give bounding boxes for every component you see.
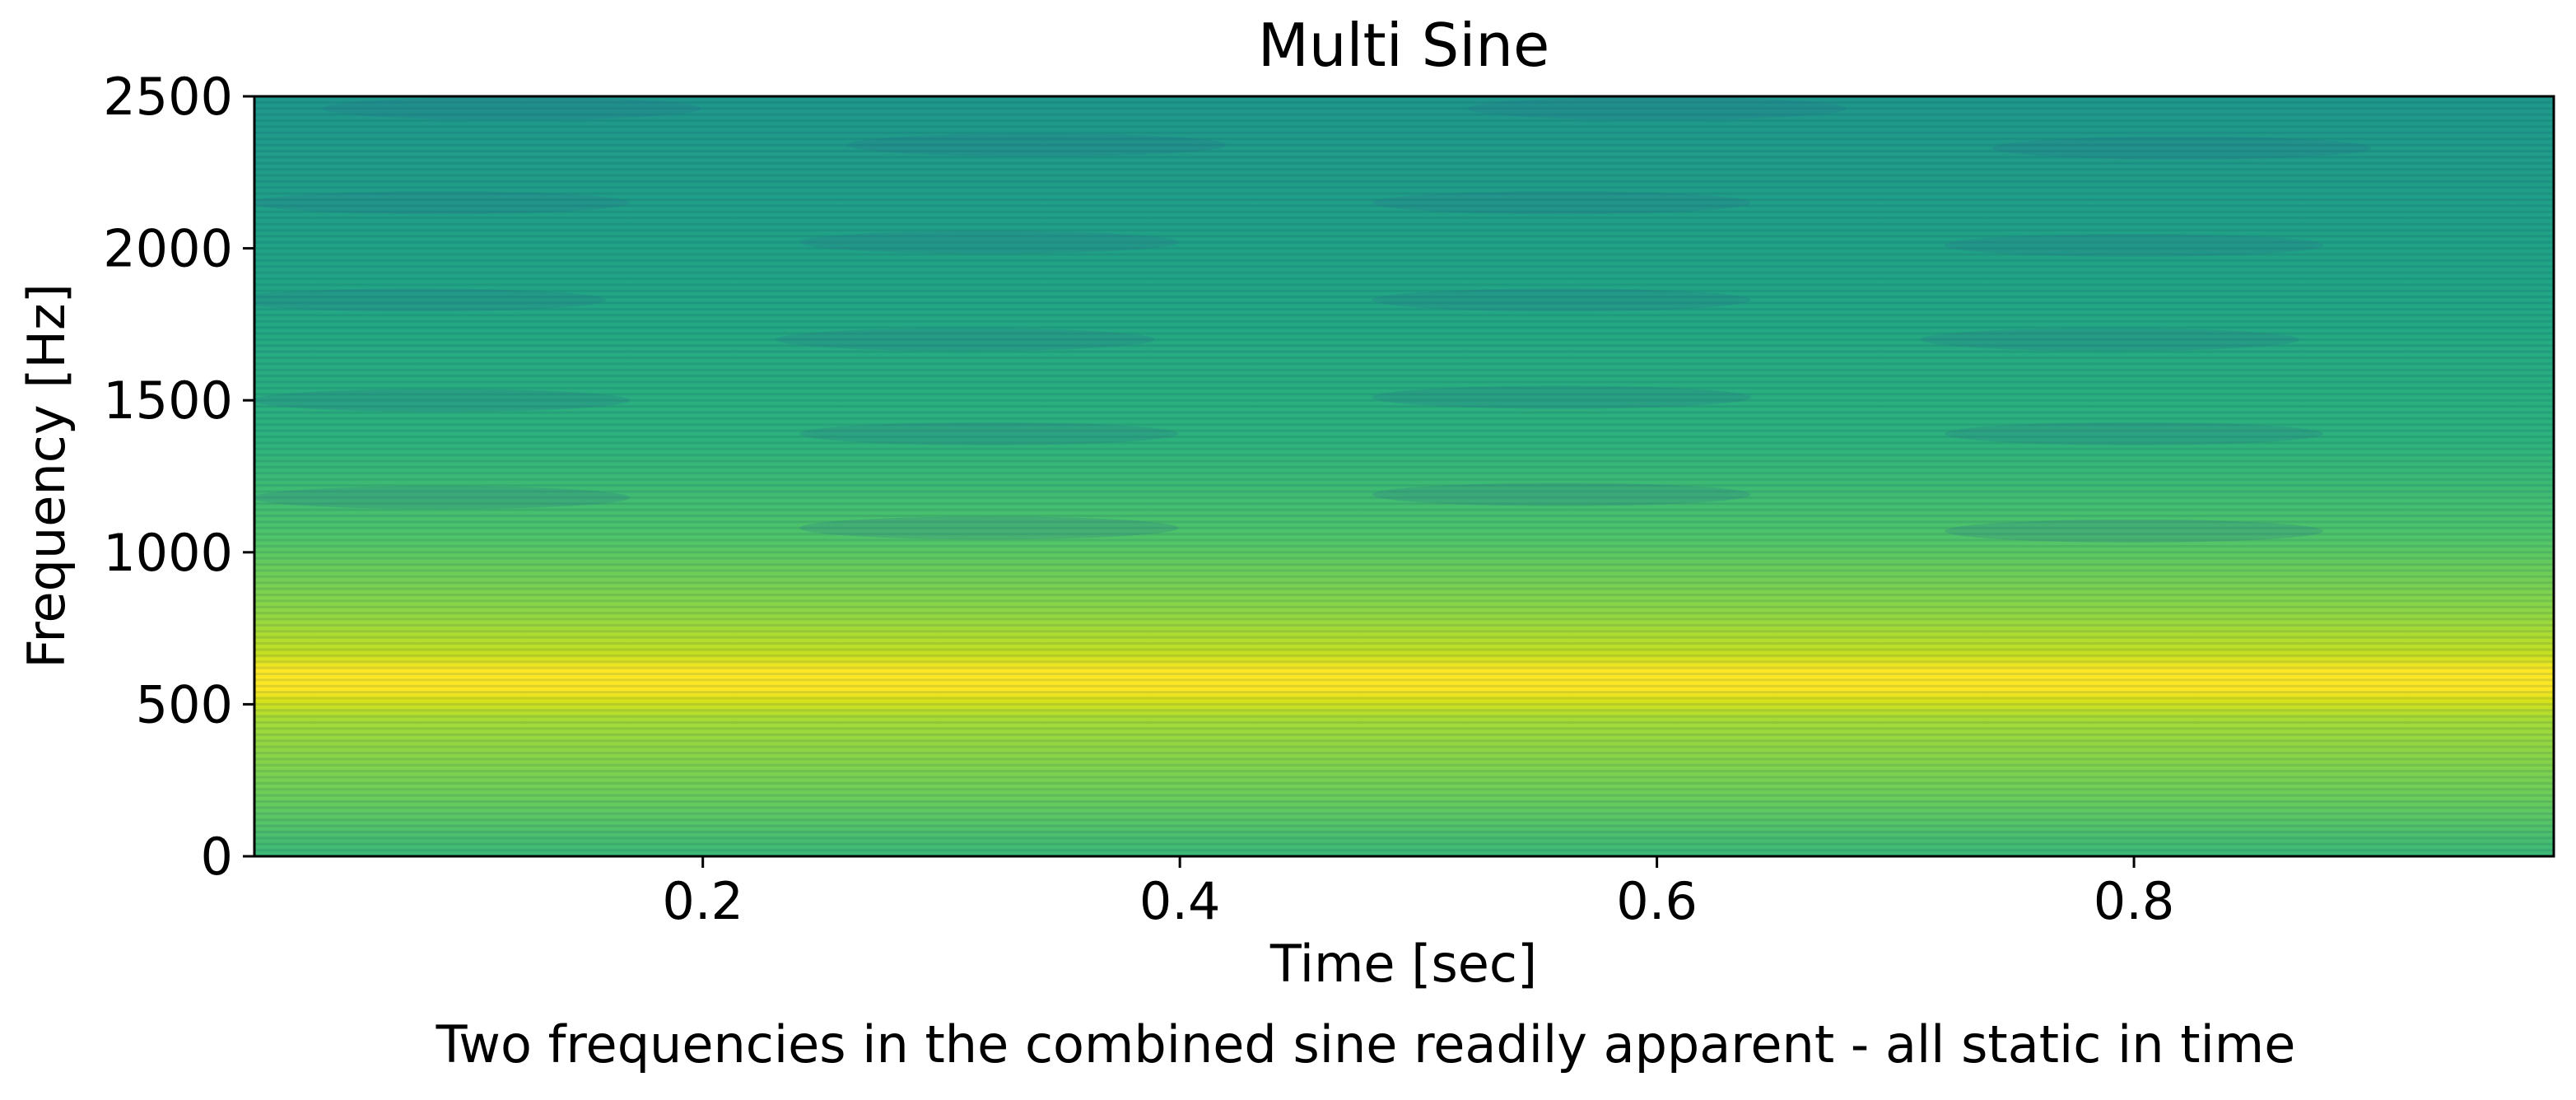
spectral-blotch (776, 328, 1155, 352)
frequency-bin-stripes (254, 96, 2554, 856)
spectral-blotch (799, 422, 1179, 445)
spectral-blotch (254, 389, 630, 412)
spectral-blotch (1945, 422, 2324, 445)
spectral-blotch (1467, 96, 1847, 120)
chart-caption: Two frequencies in the combined sine rea… (436, 1014, 2296, 1074)
spectral-blotch (1992, 136, 2372, 160)
y-tick-label: 500 (136, 674, 233, 734)
y-tick-label: 1000 (103, 523, 233, 583)
spectral-blotch (1945, 233, 2324, 257)
spectral-blotch (799, 516, 1179, 540)
spectral-blotch (847, 133, 1227, 157)
spectral-blotch (1372, 482, 1751, 506)
y-tick-label: 1500 (103, 371, 233, 431)
spectral-texture (254, 96, 2372, 543)
spectral-blotch (1372, 385, 1751, 409)
spectral-blotch (254, 486, 630, 510)
x-tick-label: 0.2 (662, 871, 743, 931)
spectral-blotch (1945, 519, 2324, 543)
spectral-blotch (1372, 288, 1751, 312)
spectral-blotch (254, 191, 630, 215)
chart-title: Multi Sine (1258, 11, 1550, 80)
x-tick-label: 0.8 (2094, 871, 2175, 931)
spectral-blotch (1921, 328, 2300, 352)
spectral-blotch (799, 231, 1179, 254)
x-axis: 0.2 0.4 0.6 0.8 (662, 856, 2174, 931)
y-tick-label: 0 (201, 827, 233, 887)
y-axis-label: Frequency [Hz] (16, 283, 77, 669)
y-tick-label: 2500 (103, 67, 233, 127)
y-axis: 0 500 1000 1500 2000 2500 (103, 67, 254, 887)
spectrogram-background (254, 96, 2554, 856)
x-axis-label: Time [sec] (1269, 934, 1537, 994)
y-tick-label: 2000 (103, 219, 233, 279)
x-tick-label: 0.6 (1616, 871, 1698, 931)
spectral-blotch (1372, 191, 1751, 215)
spectral-blotch (322, 96, 701, 120)
spectral-blotch (254, 288, 606, 312)
x-tick-label: 0.4 (1139, 871, 1221, 931)
plot-frame (253, 95, 2555, 858)
